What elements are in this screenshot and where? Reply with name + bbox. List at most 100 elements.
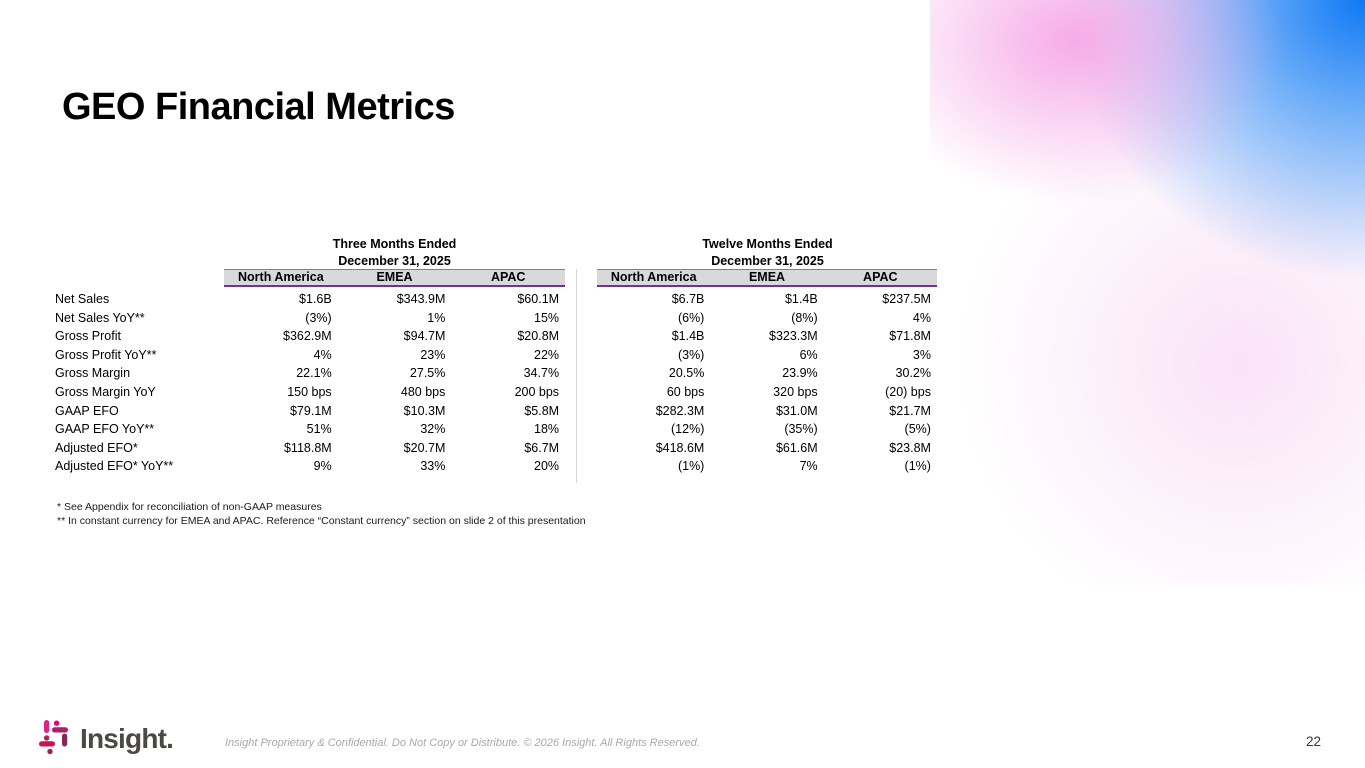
metric-value-cell: 7% <box>799 459 818 474</box>
corner-gradient-decoration <box>930 0 1365 585</box>
metric-value-cell: 32% <box>420 422 446 437</box>
metric-value-cell: 33% <box>420 459 446 474</box>
right-table-period-title: Twelve Months Ended <box>702 237 833 251</box>
metric-value-cell: 480 bps <box>400 384 446 399</box>
metric-value-cell: $362.9M <box>283 329 332 344</box>
metric-value-cell: $6.7M <box>524 440 560 455</box>
metric-value-cell: 18% <box>534 422 560 437</box>
column-header-apac: APAC <box>451 269 566 287</box>
metric-value-cell: $237.5M <box>882 292 931 306</box>
metric-row-label: GAAP EFO YoY** <box>55 422 155 437</box>
metric-value-cell: $1.4B <box>671 329 705 344</box>
metric-value-cell: (6%) <box>677 310 705 325</box>
footnote-constant-currency: ** In constant currency for EMEA and APA… <box>57 514 586 527</box>
table-row: GAAP EFO $79.1M $10.3M $5.8M $282.3M $31.0M $2… <box>55 402 938 421</box>
metric-value-cell: 15% <box>534 310 560 325</box>
metric-value-cell: $1.6B <box>299 292 332 306</box>
metric-row-label: Net Sales <box>55 292 110 306</box>
metric-value-cell: (5%) <box>904 422 931 437</box>
confidentiality-notice: Insight Proprietary & Confidential. Do N… <box>225 737 700 749</box>
metric-value-cell: $71.8M <box>889 329 931 344</box>
group-date-row: December 31, 2025 December 31, 2025 <box>55 254 938 269</box>
metric-value-cell: $79.1M <box>289 403 332 418</box>
insight-logo-wordmark: Insight. <box>80 723 174 754</box>
metric-value-cell: $118.8M <box>283 440 332 455</box>
group-header-row: Three Months Ended Twelve Months Ended <box>55 235 938 254</box>
insight-logo: Insight. <box>37 719 174 759</box>
metric-value-cell: 23.9% <box>782 366 818 381</box>
column-header-row: North America EMEA APAC North America EM… <box>55 269 938 287</box>
metric-value-cell: 34.7% <box>523 366 560 381</box>
column-header-apac: APAC <box>823 269 937 287</box>
metric-value-cell: $418.6M <box>655 440 705 455</box>
metric-value-cell: $20.8M <box>517 329 560 344</box>
financial-metrics-tables: Three Months Ended Twelve Months Ended D… <box>55 235 938 483</box>
metric-value-cell: $60.1M <box>517 292 560 306</box>
metric-row-label: Gross Profit YoY** <box>55 347 157 362</box>
metric-value-cell: 27.5% <box>409 366 446 381</box>
metric-value-cell: 150 bps <box>287 384 332 399</box>
page-number: 22 <box>1305 734 1321 749</box>
metric-value-cell: $5.8M <box>524 403 560 418</box>
table-row: Net Sales YoY** (3%) 1% 15% (6%) (8%) 4% <box>55 309 938 328</box>
metric-value-cell: $94.7M <box>403 329 446 344</box>
metric-value-cell: $21.7M <box>889 403 931 418</box>
metric-value-cell: 4% <box>313 347 332 362</box>
metric-value-cell: 200 bps <box>514 384 560 399</box>
metric-row-label: Gross Margin <box>55 366 131 381</box>
column-header-emea: EMEA <box>710 269 824 287</box>
metric-row-label: GAAP EFO <box>55 403 119 418</box>
metric-value-cell: (1%) <box>677 459 705 474</box>
metric-value-cell: (1%) <box>904 459 931 474</box>
metric-row-label: Net Sales YoY** <box>55 310 145 325</box>
footnotes: * See Appendix for reconciliation of non… <box>57 501 586 528</box>
metric-value-cell: 30.2% <box>895 366 931 381</box>
left-table-period-title: Three Months Ended <box>332 237 457 251</box>
metric-value-cell: 22% <box>534 347 560 362</box>
metric-value-cell: 320 bps <box>773 384 818 399</box>
metric-value-cell: $343.9M <box>396 292 446 306</box>
metric-value-cell: (20) bps <box>885 384 931 399</box>
metric-value-cell: 60 bps <box>666 384 705 399</box>
table-row: GAAP EFO YoY** 51% 32% 18% (12%) (35%) (5%) <box>55 420 938 439</box>
column-header-north-america: North America <box>597 269 711 287</box>
metric-row-label: Gross Profit <box>55 329 121 344</box>
column-header-emea: EMEA <box>337 269 452 287</box>
metric-value-cell: $282.3M <box>655 403 705 418</box>
footnote-non-gaap: * See Appendix for reconciliation of non… <box>57 501 322 513</box>
right-table-period-date: December 31, 2025 <box>711 254 824 268</box>
metric-row-label: Adjusted EFO* YoY** <box>55 459 174 474</box>
metric-value-cell: (35%) <box>784 422 818 437</box>
metric-value-cell: $323.3M <box>769 329 818 344</box>
table-row: Gross Margin YoY 150 bps 480 bps 200 bps 60 … <box>55 383 938 402</box>
page-title: GEO Financial Metrics <box>62 86 455 128</box>
metric-value-cell: 9% <box>313 459 332 474</box>
table-row: Net Sales $1.6B $343.9M $60.1M $6.7B $1.4B $23… <box>55 290 938 309</box>
table-rows: Net Sales $1.6B $343.9M $60.1M $6.7B $1.4B $23… <box>55 290 938 476</box>
metric-value-cell: $23.8M <box>889 440 931 455</box>
metric-value-cell: (3%) <box>677 347 705 362</box>
metric-value-cell: $6.7B <box>671 292 705 306</box>
metric-value-cell: $10.3M <box>403 403 446 418</box>
metric-value-cell: (3%) <box>305 310 332 325</box>
table-row: Gross Margin 22.1% 27.5% 34.7% 20.5% 23.9% 30.… <box>55 364 938 383</box>
table-row: Gross Profit YoY** 4% 23% 22% (3%) 6% 3% <box>55 346 938 365</box>
metric-value-cell: 20.5% <box>668 366 705 381</box>
metric-value-cell: 22.1% <box>296 366 332 381</box>
metric-value-cell: $31.0M <box>775 403 818 418</box>
metric-value-cell: 20% <box>534 459 560 474</box>
insight-logo-icon <box>39 720 68 755</box>
metric-value-cell: 51% <box>306 422 332 437</box>
table-row: Adjusted EFO* YoY** 9% 33% 20% (1%) 7% (1%) <box>55 457 938 476</box>
table-row: Adjusted EFO* $118.8M $20.7M $6.7M $418.6M $6… <box>55 439 938 458</box>
metric-value-cell: 6% <box>799 347 818 362</box>
column-header-north-america: North America <box>224 269 338 287</box>
metric-value-cell: 3% <box>912 347 931 362</box>
table-row: Gross Profit $362.9M $94.7M $20.8M $1.4B $323… <box>55 327 938 346</box>
metric-value-cell: (12%) <box>671 422 705 437</box>
left-table-period-date: December 31, 2025 <box>338 254 451 268</box>
metric-value-cell: 1% <box>427 310 446 325</box>
metric-value-cell: $61.6M <box>775 440 818 455</box>
metric-value-cell: $20.7M <box>403 440 446 455</box>
